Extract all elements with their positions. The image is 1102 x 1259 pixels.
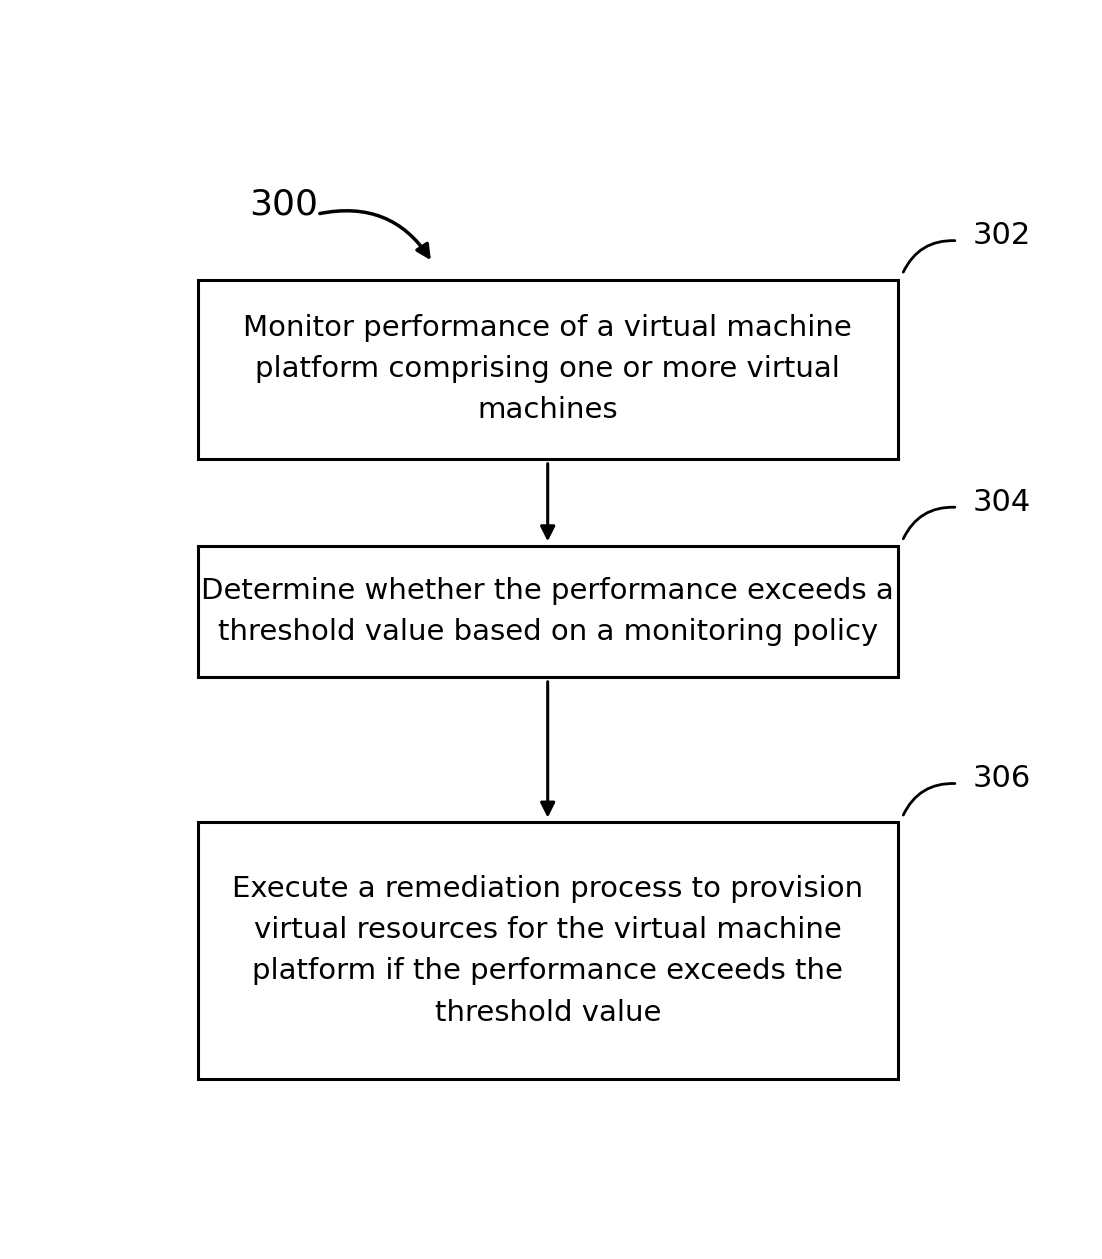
Text: Determine whether the performance exceeds a
threshold value based on a monitorin: Determine whether the performance exceed… bbox=[202, 577, 894, 646]
Bar bbox=[197, 279, 898, 458]
Text: Execute a remediation process to provision
virtual resources for the virtual mac: Execute a remediation process to provisi… bbox=[233, 875, 863, 1026]
Text: 302: 302 bbox=[972, 222, 1030, 251]
Text: 304: 304 bbox=[972, 488, 1030, 517]
Text: Monitor performance of a virtual machine
platform comprising one or more virtual: Monitor performance of a virtual machine… bbox=[244, 313, 852, 424]
Text: 306: 306 bbox=[972, 764, 1030, 793]
Bar bbox=[197, 822, 898, 1079]
Text: 300: 300 bbox=[249, 188, 317, 222]
Bar bbox=[197, 546, 898, 677]
